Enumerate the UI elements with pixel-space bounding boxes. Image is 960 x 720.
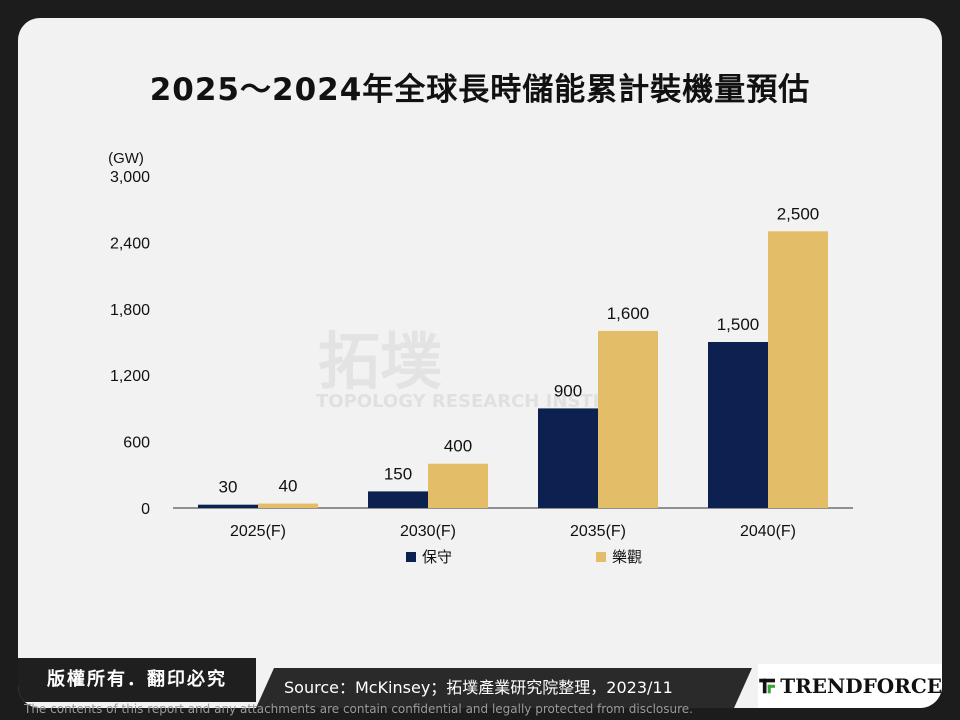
legend-swatch <box>596 552 606 562</box>
data-label: 1,600 <box>607 304 650 323</box>
y-tick-label: 600 <box>123 435 150 452</box>
bar-conservative <box>198 504 258 508</box>
bar-optimistic <box>258 503 318 508</box>
page-title: 2025～2024年全球長時儲能累計裝機量預估 <box>149 72 811 108</box>
data-label: 900 <box>554 381 582 400</box>
chart-labels: 30 40 150 400 900 1,600 1,500 2,500 <box>219 204 820 496</box>
y-tick-label: 1,800 <box>110 302 150 319</box>
bar-optimistic <box>428 463 488 508</box>
y-tick-label: 3,000 <box>110 169 150 186</box>
copyright-notice: 版權所有．翻印必究 <box>18 658 256 702</box>
y-tick-label: 1,200 <box>110 368 150 385</box>
bar-optimistic <box>768 231 828 509</box>
bar-conservative <box>538 408 598 508</box>
y-axis-unit: (GW) <box>108 150 144 167</box>
legend-label: 保守 <box>422 548 452 566</box>
x-tick-label: 2040(F) <box>740 523 796 540</box>
data-label: 40 <box>279 477 298 496</box>
logo-text: TRENDFORCE <box>780 674 942 698</box>
chart-axes: (GW) 0 600 1,200 1,800 2,400 3,000 2025(F) 2030(… <box>108 150 853 540</box>
watermark-sub: TOPOLOGY RESEARCH INSTITUTE <box>316 391 651 412</box>
data-label: 2,500 <box>777 204 820 223</box>
data-label: 400 <box>444 437 472 456</box>
watermark-brand: 拓墣 <box>318 325 442 398</box>
data-label: 1,500 <box>717 315 760 334</box>
data-label: 30 <box>219 478 238 497</box>
y-tick-label: 0 <box>141 501 150 518</box>
x-tick-label: 2030(F) <box>400 523 456 540</box>
bar-conservative <box>368 491 428 508</box>
data-label: 150 <box>384 464 412 483</box>
chart-bars <box>198 231 828 509</box>
bar-conservative <box>708 342 768 508</box>
trendforce-logo-icon <box>759 678 776 694</box>
y-tick-label: 2,400 <box>110 235 150 252</box>
x-tick-label: 2025(F) <box>230 523 286 540</box>
x-tick-label: 2035(F) <box>570 523 626 540</box>
disclaimer: The contents of this report and any atta… <box>24 702 693 716</box>
slide: 2025～2024年全球長時儲能累計裝機量預估 拓墣 TOPOLOGY RESEA… <box>18 18 942 708</box>
trendforce-logo: TRENDFORCE <box>758 664 942 708</box>
chart-legend: 保守 樂觀 <box>406 548 642 566</box>
bar-optimistic <box>598 330 658 508</box>
legend-label: 樂觀 <box>612 548 642 566</box>
legend-swatch <box>406 552 416 562</box>
source-note: Source：McKinsey；拓墣產業研究院整理，2023/11 <box>256 668 752 708</box>
